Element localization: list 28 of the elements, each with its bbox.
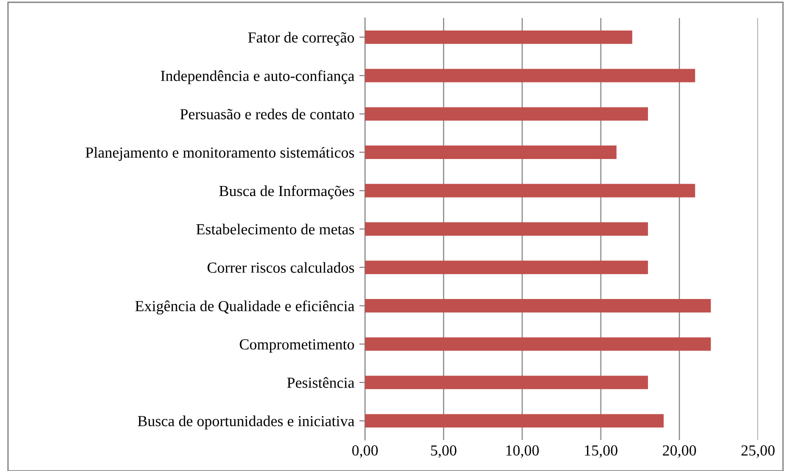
bar: [365, 146, 617, 159]
y-tick-label: Busca de Informações: [219, 185, 354, 200]
bar: [365, 68, 696, 82]
x-tick-label: 0,00: [352, 445, 378, 458]
y-tick-label: Exigência de Qualidade e eficiência: [135, 300, 354, 314]
y-tick-label: Fator de correção: [248, 32, 354, 46]
y-tick-label: Busca de oportunidades e iniciativa: [138, 416, 354, 430]
x-tick-label: 25,00: [741, 445, 775, 458]
bar: [365, 222, 648, 236]
bar: [365, 107, 648, 121]
y-tick-label: Planejamento e monitoramento sistemáticos: [86, 146, 354, 161]
x-tick-label: 20,00: [662, 445, 696, 458]
bar: [365, 299, 711, 312]
bar: [365, 376, 648, 390]
x-tick-label: 5,00: [431, 445, 456, 458]
bar: [365, 337, 711, 351]
bar: [365, 184, 696, 198]
bar: [365, 30, 632, 44]
x-tick-label: 10,00: [506, 445, 539, 458]
y-tick-label: Comprometimento: [240, 339, 354, 353]
y-tick-label: Independência e auto-confiança: [160, 70, 354, 84]
y-tick-label: Estabelecimento de metas: [196, 224, 354, 234]
bar: [365, 414, 664, 428]
y-tick-label: Correr riscos calculados: [208, 262, 354, 273]
bar: [365, 260, 648, 274]
x-tick-label: 15,00: [584, 445, 618, 458]
y-tick-label: Pesistência: [287, 377, 354, 388]
y-tick-label: Persuasão e redes de contato: [180, 108, 354, 120]
